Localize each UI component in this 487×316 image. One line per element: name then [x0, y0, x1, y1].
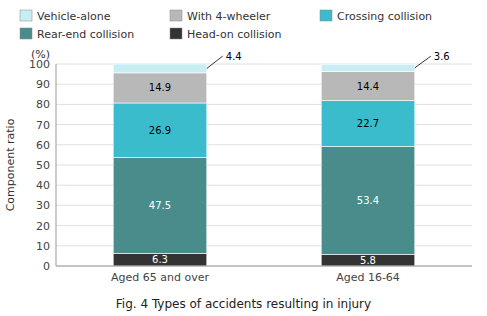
legend-swatch: [20, 28, 32, 39]
y-tick-label: 40: [36, 179, 50, 192]
legend-swatch: [170, 28, 182, 39]
y-axis-label: Component ratio: [4, 118, 17, 211]
data-label: 22.7: [357, 118, 379, 129]
bar-segment: [321, 64, 415, 71]
bar-segment: [113, 253, 207, 266]
bar-segment: [321, 101, 415, 147]
bar-segment: [321, 71, 415, 100]
bar-segment: [113, 157, 207, 253]
bar-segment: [321, 254, 415, 266]
bar-segment: [321, 146, 415, 254]
data-label: 14.4: [357, 81, 379, 92]
chart-title: Fig. 4 Types of accidents resulting in i…: [116, 297, 371, 311]
legend-label: Vehicle-alone: [37, 10, 111, 23]
x-axis-line: [56, 266, 472, 267]
data-label: 4.4: [226, 51, 242, 62]
y-tick-label: 10: [36, 240, 50, 253]
callout-line: [415, 56, 431, 68]
data-label: 53.4: [357, 195, 379, 206]
y-axis-line: [56, 64, 57, 266]
legend: Vehicle-alone With 4-wheeler Crossing coll…: [20, 10, 432, 41]
bar-segment: [113, 64, 207, 73]
y-tick-label: 90: [36, 78, 50, 91]
legend-swatch: [170, 10, 182, 21]
data-label: 14.9: [149, 82, 171, 93]
bar-segment: [113, 103, 207, 157]
bar-segment: [113, 73, 207, 103]
x-tick-label: Aged 65 and over: [111, 271, 209, 284]
data-label: 47.5: [149, 200, 171, 211]
data-label: 3.6: [434, 51, 450, 62]
x-tick-label: Aged 16-64: [336, 271, 400, 284]
chart: 0102030405060708090100Component ratio(%)…: [0, 0, 487, 316]
y-unit-label: (%): [31, 48, 50, 61]
bars: [113, 64, 415, 266]
y-tick-label: 50: [36, 159, 50, 172]
legend-label: Crossing collision: [337, 10, 432, 23]
y-tick-label: 70: [36, 119, 50, 132]
data-labels: 6.3 5.8 47.5 53.4 26.9 22.7 14.9 14.4 4.4 3.6: [149, 51, 450, 266]
y-tick-label: 60: [36, 139, 50, 152]
legend-swatch: [20, 10, 32, 21]
grid-line: [56, 266, 472, 267]
data-label: 26.9: [149, 125, 171, 136]
legend-label: Head-on collision: [187, 28, 282, 41]
y-tick-label: 30: [36, 199, 50, 212]
legend-label: With 4-wheeler: [187, 10, 271, 23]
y-tick-label: 20: [36, 220, 50, 233]
data-label: 6.3: [152, 254, 168, 265]
y-tick-label: 80: [36, 98, 50, 111]
legend-label: Rear-end collision: [37, 28, 134, 41]
data-label: 5.8: [360, 255, 376, 266]
callout-line: [207, 56, 223, 68]
y-tick-label: 0: [43, 260, 50, 273]
legend-swatch: [320, 10, 332, 21]
